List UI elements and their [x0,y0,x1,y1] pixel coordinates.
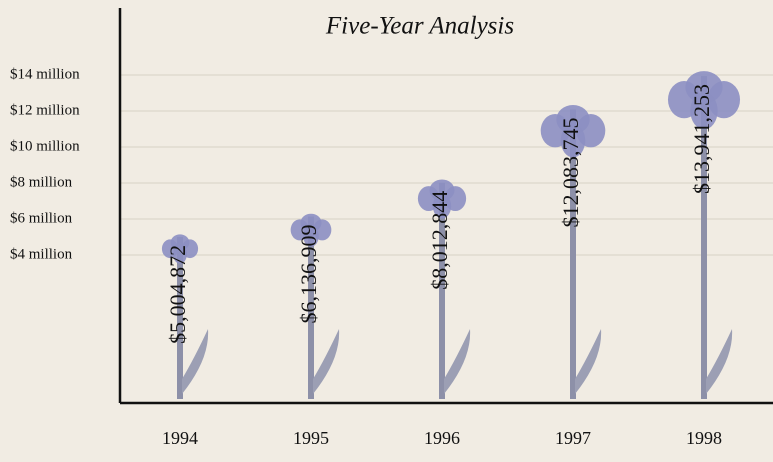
y-tick-label: $4 million [10,246,73,262]
x-tick-label: 1994 [162,428,198,448]
value-label: $8,012,844 [427,191,452,290]
page: {"chart_data": { "type": "pictograph", "… [0,0,773,462]
chart-subtitle: Five-Year Analysis [325,13,514,40]
value-label: $6,136,909 [296,225,321,324]
y-tick-label: $14 million [10,66,80,82]
value-label: $5,004,872 [165,245,190,344]
chart: Five-Year Analysis $4 million $6 million $… [0,0,773,462]
value-label: $12,083,745 [558,117,583,227]
y-tick-label: $10 million [10,138,80,154]
value-label: $13,941,253 [689,84,714,194]
background [0,0,773,462]
x-tick-label: 1995 [293,428,329,448]
x-tick-label: 1997 [555,428,591,448]
y-tick-label: $6 million [10,210,73,226]
x-tick-label: 1996 [424,428,460,448]
y-tick-label: $8 million [10,174,73,190]
x-tick-label: 1998 [686,428,722,448]
y-tick-label: $12 million [10,102,80,118]
